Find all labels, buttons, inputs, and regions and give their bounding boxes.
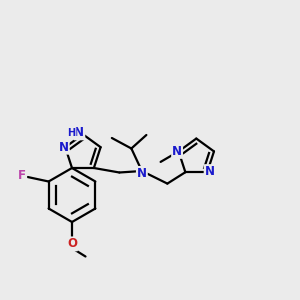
Text: N: N (172, 145, 182, 158)
Text: N: N (59, 141, 69, 154)
Text: F: F (18, 169, 26, 182)
Text: H: H (68, 128, 76, 138)
Text: N: N (74, 126, 84, 140)
Text: O: O (67, 237, 77, 250)
Text: N: N (137, 167, 147, 180)
Text: N: N (205, 165, 214, 178)
